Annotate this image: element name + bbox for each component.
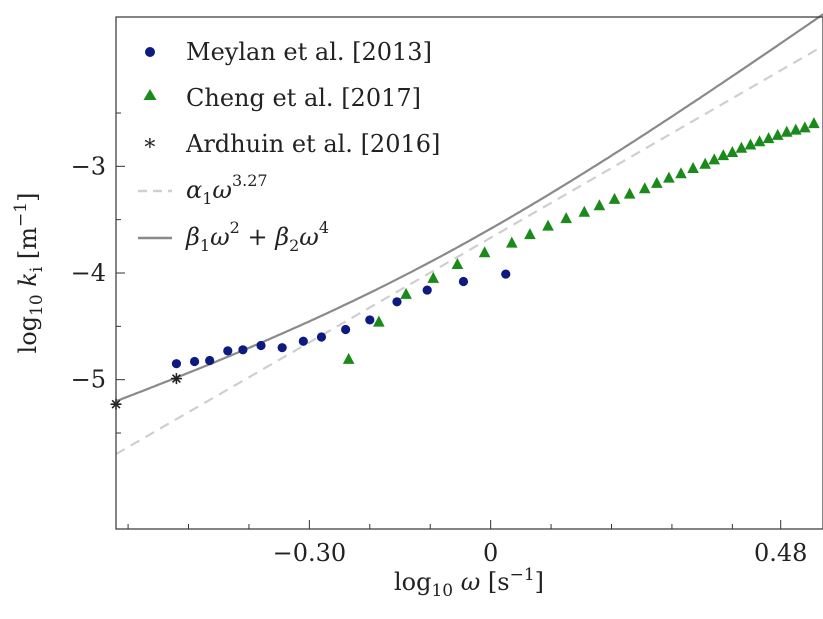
x-tick-label: 0 (483, 539, 498, 567)
plot-frame (115, 16, 823, 530)
cheng-point (790, 123, 802, 135)
x-axis-label: log10 ω [s−1] (394, 565, 544, 601)
x-tick-label: −0.30 (273, 539, 347, 567)
power-law-fit-line (115, 45, 823, 456)
cheng-point (342, 352, 355, 364)
meylan-point (189, 356, 200, 367)
meylan-point (256, 340, 266, 351)
legend-item-ardhuin: ∗ Ardhuin et al. [2016] (143, 130, 441, 158)
fit-curves (115, 13, 823, 456)
cheng-point (542, 219, 554, 231)
meylan-point (341, 324, 351, 335)
legend-formula: β1ω2 + β2ω4 (185, 218, 329, 255)
meylan-point (171, 359, 182, 369)
legend-item-power-law: α1ω3.27 (138, 171, 268, 208)
cheng-point (593, 199, 606, 211)
cheng-point (505, 236, 518, 248)
cheng-point (373, 315, 385, 327)
y-tick-label: −5 (71, 366, 106, 394)
legend-label: Cheng et al. [2017] (186, 84, 421, 112)
legend-item-polynomial: β1ω2 + β2ω4 (138, 218, 329, 255)
meylan-point (298, 336, 308, 346)
legend-item-meylan: Meylan et al. [2013] (145, 38, 432, 66)
cheng-point (771, 128, 784, 140)
meylan-point (501, 269, 511, 279)
cheng-point (726, 145, 739, 157)
cheng-point (744, 138, 757, 150)
cheng-point (762, 132, 775, 144)
legend-formula: α1ω3.27 (186, 171, 268, 208)
cheng-point (608, 192, 621, 204)
legend: Meylan et al. [2013] Cheng et al. [2017]… (138, 38, 440, 255)
legend-label: Meylan et al. [2013] (186, 38, 432, 66)
cheng-point (699, 157, 711, 169)
cheng-point (780, 125, 793, 137)
cheng-point (427, 271, 440, 283)
legend-marker-circle (145, 47, 155, 57)
cheng-point (623, 187, 636, 199)
legend-label: Ardhuin et al. [2016] (185, 130, 440, 158)
legend-marker-triangle (143, 89, 157, 100)
legend-item-cheng: Cheng et al. [2017] (143, 84, 421, 112)
meylan-point (365, 315, 375, 325)
cheng-point (717, 149, 730, 161)
y-axis-label: log10 ki [m−1] (11, 193, 47, 354)
cheng-point (799, 121, 811, 133)
tick-labels: −0.30 0 0.48 −3 −4 −5 (71, 152, 808, 567)
meylan-point (205, 355, 215, 366)
polynomial-fit-line (115, 13, 823, 403)
cheng-point (560, 212, 572, 224)
ardhuin-point (170, 373, 182, 385)
meylan-point (422, 285, 432, 295)
cheng-point (708, 153, 721, 165)
meylan-point (277, 343, 287, 353)
y-tick-label: −3 (71, 152, 106, 180)
y-tick-label: −4 (71, 259, 106, 287)
cheng-point (524, 228, 536, 240)
meylan-point (223, 346, 233, 356)
cheng-point (651, 176, 663, 188)
meylan-point (316, 332, 327, 342)
cheng-point (578, 205, 591, 217)
x-tick-label: 0.48 (754, 539, 807, 567)
cheng-point (478, 246, 491, 258)
cheng-point (687, 161, 699, 173)
meylan-point (458, 276, 469, 287)
legend-marker-asterisk: ∗ (143, 131, 158, 156)
cheng-point (451, 257, 464, 269)
meylan-point (392, 297, 402, 307)
cheng-point (753, 135, 766, 147)
cheng-point (735, 141, 748, 153)
meylan-point (238, 345, 248, 355)
cheng-point (638, 182, 651, 194)
data-points (110, 117, 820, 410)
cheng-point (663, 171, 675, 183)
cheng-point (808, 117, 820, 129)
axis-ticks (116, 112, 782, 529)
cheng-point (400, 287, 412, 299)
cheng-point (675, 167, 687, 179)
